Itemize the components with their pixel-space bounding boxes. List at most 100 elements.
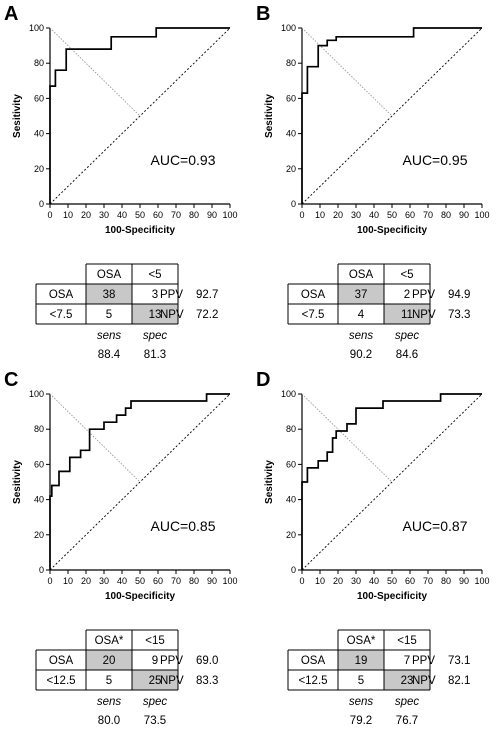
roc-figure: C 0 20 40 60 80 100 0 10 20 30 40 50 60 70 80 90 100 100-S… bbox=[4, 369, 238, 727]
table-row-label: OSA bbox=[301, 655, 326, 667]
table-cell: 11 bbox=[401, 309, 413, 321]
metric-label: PPV bbox=[412, 655, 435, 667]
x-tick-label: 80 bbox=[441, 210, 451, 220]
table-header-cell: <5 bbox=[148, 269, 161, 281]
x-tick-label: 40 bbox=[117, 576, 127, 586]
metric-value: 73.3 bbox=[448, 309, 470, 321]
footer-label: sens bbox=[349, 330, 374, 342]
footer-value: 76.7 bbox=[396, 715, 418, 727]
youden-line bbox=[301, 393, 393, 483]
reference-diagonal bbox=[301, 393, 483, 571]
x-tick-label: 90 bbox=[459, 576, 469, 586]
x-tick-label: 100 bbox=[222, 210, 237, 220]
table-header-cell: <15 bbox=[397, 635, 417, 647]
table-row-label: <7.5 bbox=[302, 309, 325, 321]
footer-value: 73.5 bbox=[144, 715, 166, 727]
roc-curve bbox=[301, 393, 482, 570]
footer-label: sens bbox=[349, 696, 374, 708]
y-tick-label: 40 bbox=[34, 495, 44, 505]
shaded-cell bbox=[86, 284, 132, 304]
y-tick-label: 100 bbox=[281, 23, 296, 33]
y-tick-label: 0 bbox=[291, 199, 296, 209]
panel-b: B 0 20 40 60 80 100 0 10 20 30 40 50 60 70 80 90 100 100-S… bbox=[252, 0, 504, 364]
roc-curve bbox=[49, 27, 230, 204]
y-tick-label: 60 bbox=[286, 93, 296, 103]
x-tick-label: 30 bbox=[99, 210, 109, 220]
panel-letter: C bbox=[4, 369, 18, 391]
x-tick-label: 30 bbox=[99, 576, 109, 586]
youden-line bbox=[49, 27, 141, 117]
x-tick-label: 30 bbox=[351, 210, 361, 220]
y-tick-label: 60 bbox=[286, 459, 296, 469]
shaded-cell bbox=[338, 284, 384, 304]
x-tick-label: 80 bbox=[441, 576, 451, 586]
x-tick-label: 70 bbox=[171, 576, 181, 586]
panel-letter: D bbox=[256, 369, 270, 391]
x-tick-label: 10 bbox=[315, 210, 325, 220]
metric-value: 73.1 bbox=[448, 655, 470, 667]
metric-label: PPV bbox=[160, 655, 183, 667]
y-tick-label: 20 bbox=[34, 530, 44, 540]
panel-c: C 0 20 40 60 80 100 0 10 20 30 40 50 60 70 80 90 100 100-S… bbox=[0, 366, 252, 730]
table-cell: 4 bbox=[358, 309, 365, 321]
x-tick-label: 40 bbox=[369, 576, 379, 586]
y-tick-label: 0 bbox=[291, 565, 296, 575]
x-tick-label: 100 bbox=[474, 210, 489, 220]
panel-letter: B bbox=[256, 3, 270, 25]
panel-a: A 0 20 40 60 80 100 0 10 20 30 40 50 60 70 80 90 100 100-S… bbox=[0, 0, 252, 364]
table-header-cell: OSA* bbox=[95, 635, 124, 647]
x-tick-label: 20 bbox=[81, 576, 91, 586]
table-header-cell: OSA bbox=[349, 269, 374, 281]
table-cell: 5 bbox=[106, 675, 112, 687]
x-tick-label: 40 bbox=[369, 210, 379, 220]
y-tick-label: 100 bbox=[29, 23, 44, 33]
x-tick-label: 50 bbox=[387, 210, 397, 220]
x-tick-label: 0 bbox=[47, 210, 52, 220]
table-row-label: <12.5 bbox=[298, 675, 327, 687]
table-cell: 9 bbox=[152, 655, 158, 667]
auc-annotation: AUC=0.93 bbox=[151, 152, 216, 168]
table-cell: 20 bbox=[103, 655, 116, 667]
x-tick-label: 70 bbox=[423, 210, 433, 220]
youden-line bbox=[49, 393, 141, 483]
table-cell: 5 bbox=[358, 675, 364, 687]
x-tick-label: 20 bbox=[81, 210, 91, 220]
y-axis-label: Sesitivity bbox=[264, 94, 275, 138]
y-tick-label: 60 bbox=[34, 459, 44, 469]
y-axis-label: Sesitivity bbox=[12, 94, 23, 138]
table-row-label: <7.5 bbox=[50, 309, 73, 321]
y-tick-label: 20 bbox=[34, 164, 44, 174]
footer-label: spec bbox=[395, 330, 420, 342]
footer-label: spec bbox=[143, 330, 168, 342]
table-cell: 2 bbox=[404, 289, 410, 301]
table-cell: 23 bbox=[401, 675, 414, 687]
y-tick-label: 60 bbox=[34, 93, 44, 103]
metric-label: NPV bbox=[412, 309, 436, 321]
table-cell: 37 bbox=[355, 289, 368, 301]
shaded-cell bbox=[132, 304, 178, 324]
reference-diagonal bbox=[49, 393, 231, 571]
auc-annotation: AUC=0.87 bbox=[403, 518, 468, 534]
y-tick-label: 80 bbox=[286, 58, 296, 68]
auc-annotation: AUC=0.95 bbox=[403, 152, 468, 168]
x-tick-label: 90 bbox=[207, 210, 217, 220]
table-row-label: OSA bbox=[49, 655, 74, 667]
roc-figure: A 0 20 40 60 80 100 0 10 20 30 40 50 60 70 80 90 100 100-S… bbox=[4, 3, 238, 361]
table-header-cell: <5 bbox=[400, 269, 413, 281]
x-axis-label: 100-Specificity bbox=[105, 591, 175, 602]
x-tick-label: 100 bbox=[474, 576, 489, 586]
roc-curve bbox=[301, 27, 482, 204]
y-tick-label: 100 bbox=[29, 389, 44, 399]
x-tick-label: 80 bbox=[189, 210, 199, 220]
x-tick-label: 70 bbox=[171, 210, 181, 220]
x-tick-label: 0 bbox=[47, 576, 52, 586]
footer-value: 88.4 bbox=[98, 349, 121, 361]
x-tick-label: 0 bbox=[299, 576, 304, 586]
x-tick-label: 10 bbox=[63, 210, 73, 220]
shaded-cell bbox=[86, 650, 132, 670]
shaded-cell bbox=[132, 670, 178, 690]
y-axis-label: Sesitivity bbox=[264, 460, 275, 504]
footer-label: spec bbox=[395, 696, 420, 708]
x-tick-label: 100 bbox=[222, 576, 237, 586]
metric-label: PPV bbox=[160, 289, 183, 301]
